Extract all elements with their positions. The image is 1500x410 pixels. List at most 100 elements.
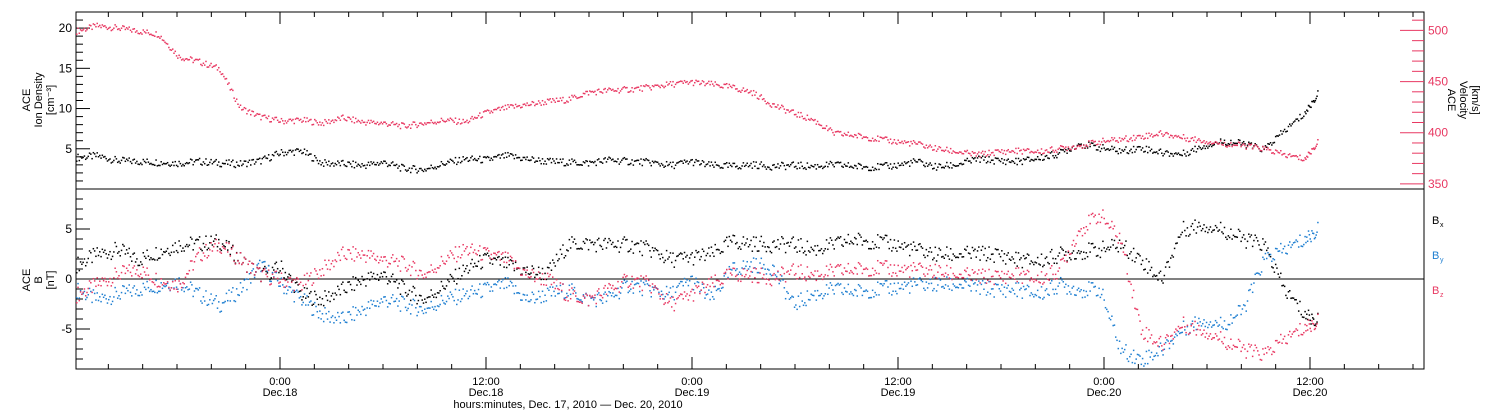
field-by-point — [1185, 334, 1187, 336]
field-bx-point — [311, 304, 313, 306]
velocity-point — [1201, 141, 1204, 143]
velocity-point — [1099, 143, 1102, 146]
velocity-point — [1265, 148, 1268, 151]
field-bz-point — [284, 279, 287, 282]
field-bx-point — [696, 251, 699, 254]
field-by-point — [349, 313, 352, 316]
velocity-point — [1066, 149, 1068, 152]
velocity-point — [139, 32, 142, 34]
density-point — [360, 166, 362, 168]
field-bx-point — [539, 272, 541, 274]
density-point — [475, 159, 477, 161]
field-bx-point — [1108, 248, 1111, 251]
density-point — [857, 162, 860, 165]
velocity-point — [916, 143, 919, 145]
density-point — [841, 165, 843, 168]
density-point — [447, 160, 449, 163]
field-by-point — [1051, 280, 1053, 282]
field-bx-point — [709, 255, 711, 257]
field-bz-point — [541, 273, 544, 275]
velocity-point — [1170, 134, 1172, 137]
field-bz-point — [695, 285, 697, 287]
density-point — [999, 160, 1002, 163]
field-by-point — [1075, 294, 1077, 297]
density-point — [736, 165, 738, 167]
velocity-point — [603, 88, 605, 91]
legend-bz-sub: z — [1440, 292, 1444, 299]
density-point — [250, 164, 252, 166]
field-bx-point — [848, 243, 851, 245]
velocity-point — [434, 121, 436, 124]
field-bz-point — [645, 275, 647, 277]
field-bz-point — [834, 266, 837, 268]
field-bx-point — [312, 303, 315, 305]
field-bx-point — [979, 259, 981, 261]
field-bz-point — [325, 264, 328, 266]
field-bz-point — [119, 278, 122, 280]
field-by-point — [1118, 340, 1121, 342]
field-by-point — [218, 301, 220, 303]
velocity-point — [663, 86, 665, 89]
density-point — [545, 163, 548, 165]
field-bz-point — [375, 259, 377, 262]
density-point — [948, 166, 951, 169]
field-bx-point — [338, 288, 340, 291]
velocity-point — [934, 145, 937, 147]
density-point — [1019, 160, 1021, 163]
field-bx-point — [1221, 231, 1223, 233]
field-by-point — [1155, 352, 1158, 354]
density-point — [769, 168, 772, 171]
field-by-point — [1004, 296, 1007, 298]
velocity-point — [127, 28, 129, 30]
density-point — [859, 163, 861, 166]
field-bx-point — [628, 250, 631, 252]
field-by-point — [778, 282, 780, 285]
field-bz-point — [1155, 341, 1158, 343]
density-point — [420, 167, 422, 170]
field-bx-point — [557, 259, 559, 262]
velocity-point — [440, 117, 443, 120]
field-bz-point — [750, 270, 752, 273]
field-bz-point — [1184, 326, 1186, 328]
field-bx-point — [118, 250, 120, 253]
field-bz-point — [953, 274, 956, 277]
velocity-point — [787, 109, 789, 111]
field-bx-point — [618, 251, 621, 253]
field-bz-point — [1004, 282, 1007, 285]
field-by-point — [447, 295, 449, 297]
field-by-point — [686, 279, 688, 281]
density-point — [388, 164, 390, 166]
velocity-point — [1312, 147, 1315, 149]
density-point — [1002, 162, 1004, 164]
field-bx-point — [683, 251, 686, 254]
field-bx-point — [856, 243, 859, 246]
velocity-point — [1021, 153, 1024, 155]
density-point — [1015, 157, 1017, 160]
field-bz-point — [939, 266, 942, 269]
density-point — [502, 153, 504, 155]
field-bz-point — [984, 270, 986, 272]
field-bz-point — [453, 257, 455, 260]
velocity-point — [646, 84, 649, 87]
density-point — [1004, 163, 1007, 166]
field-bz-point — [850, 269, 852, 272]
field-bx-point — [214, 238, 216, 240]
field-bx-point — [1112, 244, 1114, 246]
field-by-point — [333, 322, 335, 324]
field-bx-point — [288, 273, 290, 276]
field-by-point — [563, 297, 566, 300]
field-bz-point — [1221, 340, 1223, 343]
velocity-point — [429, 122, 431, 124]
field-bx-point — [1294, 299, 1296, 301]
field-by-point — [880, 283, 883, 285]
velocity-point — [242, 108, 244, 111]
field-by-point — [371, 303, 374, 306]
field-by-point — [861, 294, 864, 297]
field-bz-point — [944, 272, 947, 274]
field-bx-point — [1180, 233, 1182, 236]
field-by-point — [1053, 293, 1056, 295]
density-point — [509, 153, 512, 155]
field-bz-point — [1126, 273, 1128, 275]
field-bz-point — [699, 292, 701, 295]
density-point — [568, 159, 571, 161]
